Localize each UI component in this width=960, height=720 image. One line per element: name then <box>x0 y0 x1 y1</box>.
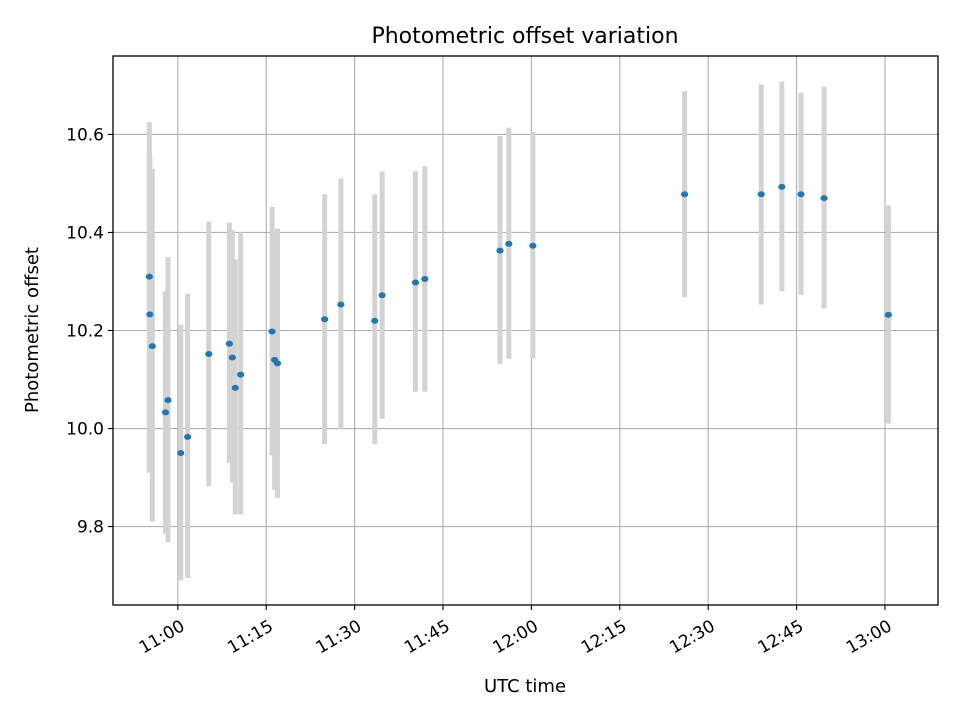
data-point <box>757 191 765 198</box>
y-tick-label: 9.8 <box>77 518 104 538</box>
data-point <box>177 450 185 457</box>
data-point <box>184 433 192 440</box>
data-point <box>148 343 156 350</box>
data-point <box>273 360 282 367</box>
data-point <box>337 301 345 308</box>
data-point <box>681 191 689 198</box>
y-tick-label: 10.2 <box>66 322 104 342</box>
data-point <box>225 340 233 347</box>
data-point <box>378 292 386 299</box>
x-axis-label: UTC time <box>484 676 566 697</box>
data-points <box>145 183 893 457</box>
data-point <box>421 276 429 283</box>
data-point <box>529 242 537 249</box>
y-tick-label: 10.0 <box>66 420 104 440</box>
data-point <box>231 384 239 391</box>
y-tick-label: 10.6 <box>66 125 104 145</box>
data-point <box>228 354 236 361</box>
data-point <box>496 247 504 254</box>
data-point <box>145 273 153 280</box>
data-point <box>321 316 329 323</box>
data-point <box>797 191 805 198</box>
data-point <box>164 397 172 404</box>
data-point <box>411 279 420 286</box>
data-point <box>146 311 154 318</box>
data-point <box>505 240 513 247</box>
y-tick-label: 10.4 <box>66 223 104 243</box>
data-point <box>205 351 213 358</box>
data-point <box>778 183 786 190</box>
data-point <box>268 328 276 335</box>
chart-title: Photometric offset variation <box>371 24 678 49</box>
data-point <box>884 311 893 318</box>
y-axis-label: Photometric offset <box>22 247 43 413</box>
data-point <box>237 371 245 378</box>
data-point <box>161 409 170 416</box>
data-point <box>371 317 379 324</box>
data-point <box>820 195 828 202</box>
